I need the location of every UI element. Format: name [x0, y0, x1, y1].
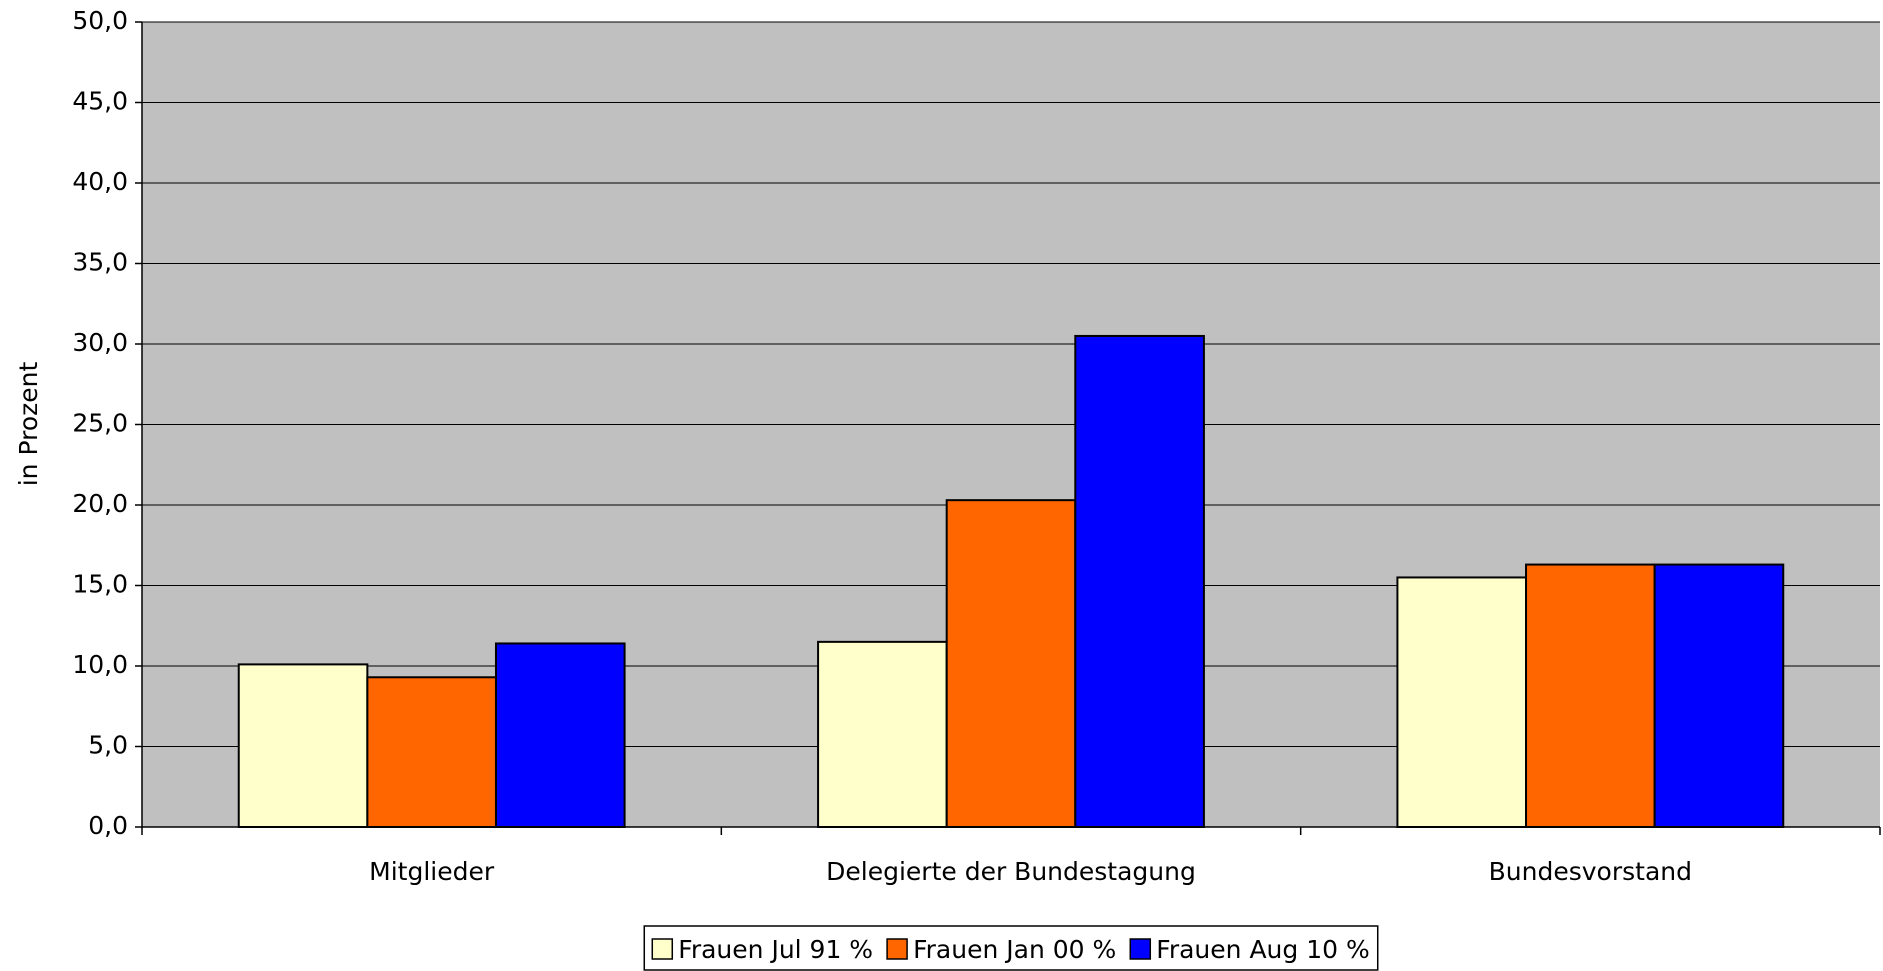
- y-axis-label: in Prozent: [14, 362, 43, 487]
- y-tick-label: 20,0: [72, 489, 128, 518]
- bar: [1396, 576, 1528, 829]
- bar: [945, 499, 1077, 828]
- y-tick-label: 0,0: [88, 811, 128, 840]
- y-tick-label: 50,0: [72, 6, 128, 35]
- bar: [1525, 563, 1656, 828]
- y-tick-label: 40,0: [72, 167, 128, 196]
- x-tick-label: Mitglieder: [369, 857, 495, 886]
- y-tick-label: 10,0: [72, 650, 128, 679]
- legend-label: Frauen Jan 00 %: [913, 935, 1116, 964]
- y-tick-label: 45,0: [72, 87, 128, 116]
- legend-label: Frauen Aug 10 %: [1156, 935, 1369, 964]
- legend-label: Frauen Jul 91 %: [678, 935, 873, 964]
- x-tick-label: Delegierte der Bundestagung: [826, 857, 1196, 886]
- bar: [1074, 334, 1205, 828]
- bar: [494, 642, 626, 829]
- bar: [237, 663, 369, 829]
- x-tick-label: Bundesvorstand: [1489, 857, 1692, 886]
- y-tick-label: 35,0: [72, 248, 128, 277]
- y-tick-label: 25,0: [72, 409, 128, 438]
- legend-box: [643, 925, 1379, 971]
- y-tick-label: 5,0: [88, 731, 128, 760]
- bar: [817, 640, 948, 828]
- legend-swatch: [651, 938, 674, 960]
- legend-swatch: [1129, 938, 1152, 960]
- y-tick-label: 30,0: [72, 328, 128, 357]
- legend-swatch: [886, 938, 908, 960]
- bar: [366, 676, 497, 829]
- y-tick-label: 15,0: [72, 570, 128, 599]
- bar: [1653, 563, 1785, 828]
